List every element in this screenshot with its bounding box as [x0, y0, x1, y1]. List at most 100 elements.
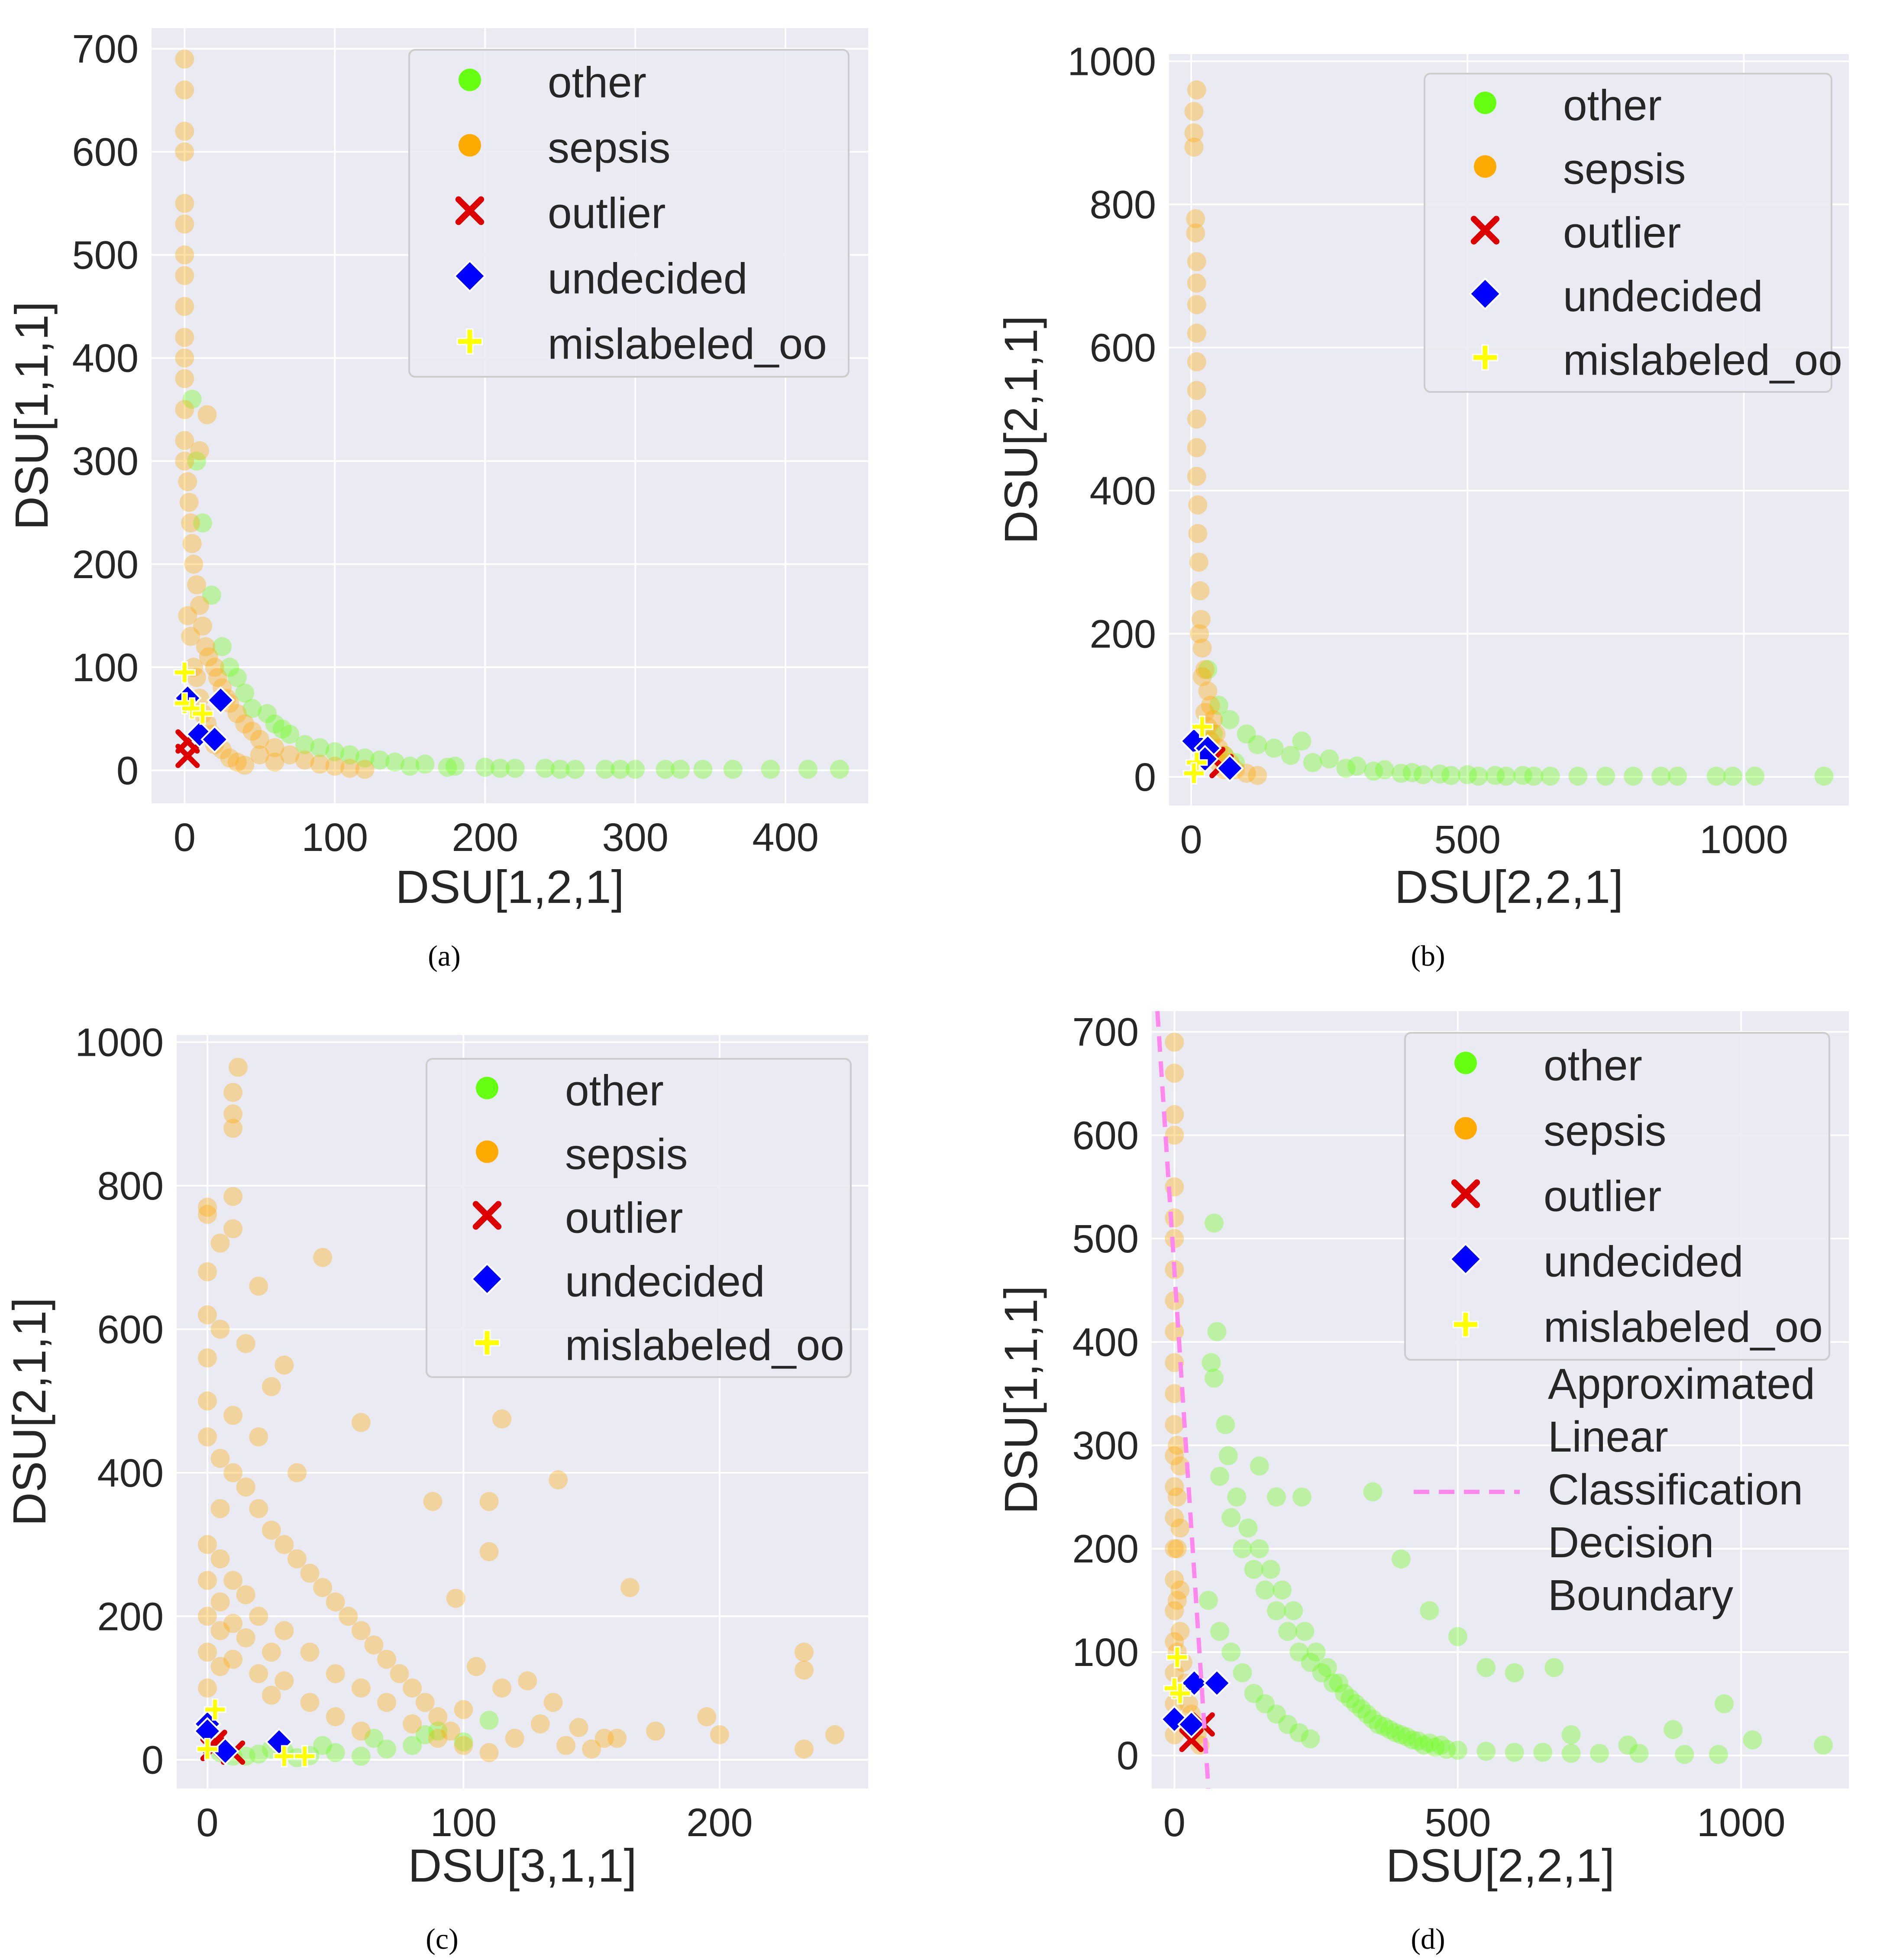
other-point: [626, 760, 645, 779]
other-point: [1590, 1743, 1609, 1763]
x-tick-label: 100: [430, 1801, 497, 1845]
sepsis-point: [235, 714, 255, 734]
legend-label-sepsis: sepsis: [1563, 145, 1686, 194]
other-point: [1278, 1715, 1298, 1734]
other-point: [1403, 1730, 1422, 1750]
legend-label-mislabeled_oo: mislabeled_oo: [548, 320, 827, 369]
legend-marker-mislabeled_oo: [1472, 344, 1499, 371]
sepsis-point: [549, 1470, 568, 1490]
sepsis-point: [210, 1549, 230, 1569]
sepsis-point: [1165, 1601, 1184, 1620]
sepsis-point: [326, 1664, 345, 1683]
other-point: [1561, 1743, 1581, 1763]
sepsis-point: [197, 405, 217, 424]
sepsis-point: [223, 1119, 243, 1138]
other-point: [1329, 1673, 1348, 1693]
sepsis-point: [175, 431, 194, 450]
sepsis-point: [1187, 252, 1206, 272]
other-point: [265, 714, 284, 734]
other-point: [536, 759, 555, 778]
y-tick-label: 600: [1090, 326, 1156, 370]
sepsis-point: [1192, 610, 1211, 629]
legend-label-sepsis: sepsis: [548, 124, 670, 172]
sepsis-point: [175, 266, 194, 285]
caption-a: (a): [428, 939, 460, 972]
sepsis-point: [300, 1693, 320, 1712]
x-tick-label: 1000: [1699, 818, 1788, 862]
sepsis-point: [492, 1679, 512, 1698]
sepsis-point: [543, 1693, 563, 1712]
undecided-point: [1177, 1710, 1206, 1739]
y-tick-label: 200: [1090, 612, 1156, 656]
sepsis-point: [300, 1643, 320, 1662]
other-point: [377, 1739, 397, 1759]
sepsis-point: [223, 1650, 243, 1669]
sepsis-point: [223, 1187, 243, 1206]
y-tick-label: 700: [72, 27, 139, 71]
sepsis-point: [199, 647, 218, 666]
x-tick-label: 400: [752, 815, 819, 860]
sepsis-point: [710, 1725, 729, 1744]
other-point: [1363, 1710, 1383, 1729]
sepsis-point: [1165, 1208, 1184, 1228]
sepsis-point: [190, 441, 210, 460]
sepsis-point: [287, 1463, 307, 1482]
sepsis-point: [454, 1736, 473, 1755]
y-tick-label: 400: [97, 1451, 164, 1495]
sepsis-point: [530, 1714, 550, 1734]
sepsis-point: [403, 1679, 422, 1698]
sepsis-point: [1184, 137, 1204, 157]
mislabeled_oo-point: [196, 1738, 219, 1760]
sepsis-point: [1165, 1126, 1184, 1145]
legend-label-other: other: [548, 58, 646, 107]
other-point: [1289, 1642, 1309, 1662]
other-point: [1414, 765, 1433, 784]
other-point: [187, 451, 207, 471]
mislabeled_oo-point: [1191, 715, 1214, 738]
x-tick-label: 200: [452, 815, 519, 860]
sepsis-point: [265, 738, 284, 757]
other-point: [351, 1747, 371, 1766]
sepsis-point: [275, 1621, 294, 1640]
other-point: [656, 760, 675, 779]
other-point: [1476, 1658, 1496, 1677]
other-point: [454, 1732, 473, 1752]
sepsis-point: [1187, 352, 1206, 372]
sepsis-point: [265, 752, 284, 772]
other-point: [220, 657, 239, 677]
legend-label-outlier: outlier: [548, 189, 665, 238]
other-point: [1668, 767, 1687, 786]
other-point: [1420, 1601, 1439, 1620]
mislabeled_oo-point: [173, 692, 196, 715]
sepsis-point: [175, 328, 194, 347]
sepsis-point: [1187, 381, 1206, 400]
other-point: [1221, 1642, 1241, 1662]
sepsis-point: [197, 1305, 217, 1325]
sepsis-point: [236, 1585, 255, 1604]
other-point: [364, 1729, 384, 1748]
other-point: [479, 1711, 499, 1730]
sepsis-point: [1187, 273, 1206, 293]
sepsis-point: [275, 1671, 294, 1691]
y-tick-label: 300: [72, 440, 139, 484]
other-point: [1281, 746, 1300, 765]
sepsis-point: [446, 1588, 465, 1608]
other-point: [1414, 1735, 1434, 1755]
other-point: [428, 1721, 448, 1741]
other-point: [1210, 1622, 1230, 1641]
other-point: [403, 1736, 422, 1755]
panel-b: 0 500 1000 0 200 400 600 800 1000 DSU[2,2,1] DSU[2…: [995, 40, 1849, 913]
y-tick-label: 1000: [75, 1021, 164, 1065]
other-point: [1237, 724, 1256, 744]
sepsis-point: [795, 1739, 814, 1759]
other-point: [1420, 1733, 1439, 1753]
legend-label-undecided: undecided: [1544, 1238, 1744, 1286]
sepsis-point: [795, 1660, 814, 1680]
sepsis-point: [220, 748, 239, 768]
other-point: [611, 760, 630, 779]
legend-marker-mislabeled_oo: [474, 1329, 501, 1356]
y-tick-label: 1000: [1067, 40, 1156, 84]
sepsis-point: [454, 1700, 473, 1719]
other-point: [1278, 1622, 1298, 1641]
sepsis-point: [1187, 438, 1206, 457]
